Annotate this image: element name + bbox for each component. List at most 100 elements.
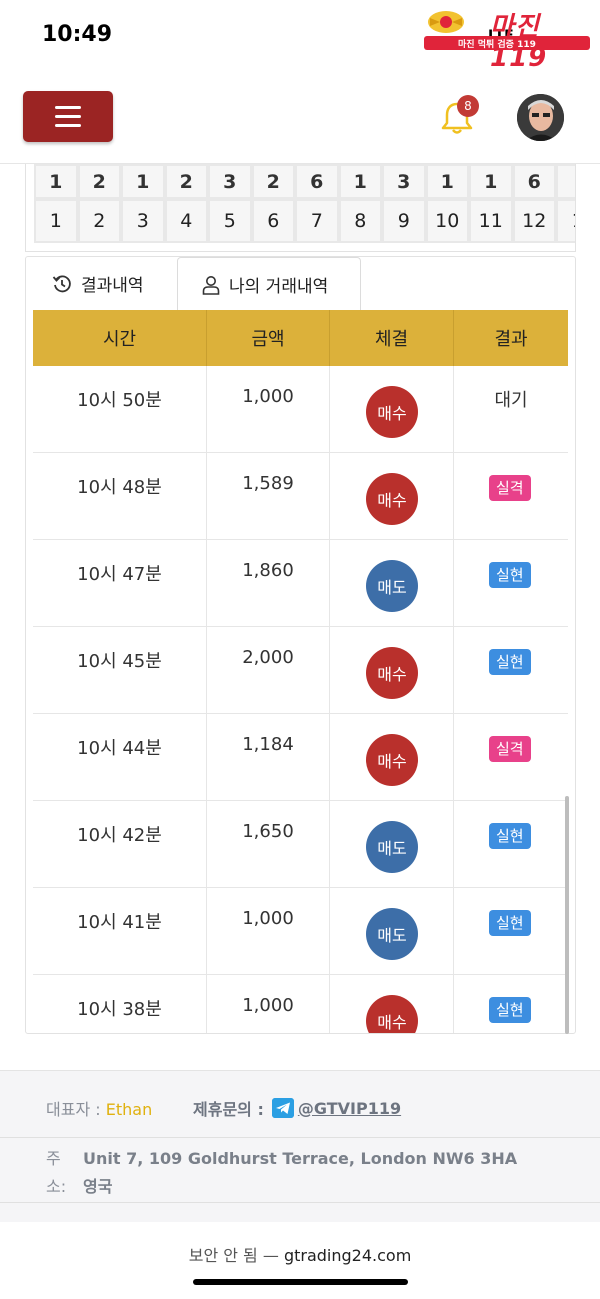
grid-cell: 1 [338, 164, 382, 199]
grid-cell: 3 [208, 164, 252, 199]
hamburger-icon [55, 106, 81, 109]
tab-results[interactable]: 결과내역 [52, 257, 144, 310]
cell-amount: 1,000 [242, 386, 294, 407]
representative: 대표자 : Ethan [46, 1096, 152, 1120]
rep-name: Ethan [105, 1100, 153, 1119]
grid-cell: 4 [164, 199, 208, 243]
header-time: 시간 [33, 310, 207, 366]
table-row: 10시 45분 2,000 매수 실현 [33, 627, 568, 714]
grid-cell: 12 [512, 199, 556, 243]
cell-time: 10시 42분 [77, 825, 162, 846]
result-badge: 실격 [489, 475, 531, 501]
cell-amount: 1,589 [242, 473, 294, 494]
grid-cell: 6 [251, 199, 295, 243]
tab-my-trades-label: 나의 거래내역 [229, 277, 329, 297]
result-text: 대기 [494, 390, 528, 411]
status-bar: 10:49 LTE 마진119 마진 먹튀 검증 119 [0, 0, 600, 73]
result-badge: 실현 [489, 649, 531, 675]
site-header: 8 [0, 70, 600, 164]
user-icon [202, 275, 220, 295]
result-badge: 실현 [489, 562, 531, 588]
grid-cell: 2 [77, 164, 121, 199]
grid-cell: 2 [77, 199, 121, 243]
home-indicator[interactable] [193, 1279, 408, 1285]
status-time: 10:49 [42, 22, 113, 47]
cell-amount: 2,000 [242, 647, 294, 668]
site-footer: 대표자 : Ethan 제휴문의 : @GTVIP119 주소: Unit 7,… [0, 1070, 600, 1230]
header-trade: 체결 [330, 310, 454, 366]
table-row: 10시 47분 1,860 매도 실현 [33, 540, 568, 627]
grid-cell: 6 [295, 164, 339, 199]
trade-badge: 매도 [366, 821, 418, 873]
grid-cell: 6 [512, 164, 556, 199]
address: Unit 7, 109 Goldhurst Terrace, London NW… [83, 1149, 518, 1196]
insecure-label: 보안 안 됨 — [188, 1246, 279, 1265]
result-badge: 실현 [489, 910, 531, 936]
grid-cell: 2 [251, 164, 295, 199]
cell-amount: 1,184 [242, 734, 294, 755]
cell-time: 10시 41분 [77, 912, 162, 933]
grid-cell: 3 [382, 164, 426, 199]
watermark-subtitle: 마진 먹튀 검증 119 [458, 40, 536, 50]
grid-cell: 3 [121, 199, 165, 243]
table-row: 10시 42분 1,650 매도 실현 [33, 801, 568, 888]
result-badge: 실격 [489, 736, 531, 762]
watermark-emblem-icon [428, 11, 464, 33]
tab-results-label: 결과내역 [81, 276, 144, 296]
header-amount: 금액 [207, 310, 330, 366]
grid-cell: 1 [121, 164, 165, 199]
tab-bar: 결과내역 나의 거래내역 [26, 257, 575, 311]
contact-link[interactable]: @GTVIP119 [297, 1098, 402, 1118]
history-panel: 결과내역 나의 거래내역 시간 금액 체결 결과 10시 50분 1,000 매… [25, 256, 576, 1034]
grid-cell: 1 [34, 199, 78, 243]
avatar-image [517, 94, 564, 141]
result-badge: 실현 [489, 997, 531, 1023]
watermark-logo: 마진119 마진 먹튀 검증 119 [424, 6, 590, 73]
result-grid-bottom-row: 1 2 3 4 5 6 7 8 9 10 11 12 1 [34, 199, 575, 243]
grid-cell: 1 [556, 199, 575, 243]
trade-badge: 매도 [366, 908, 418, 960]
table-row: 10시 38분 1,000 매수 실현 [33, 975, 568, 1033]
result-badge: 실현 [489, 823, 531, 849]
table-header: 시간 금액 체결 결과 [33, 310, 568, 366]
grid-cell: 10 [425, 199, 469, 243]
cell-time: 10시 44분 [77, 738, 162, 759]
grid-cell: 8 [338, 199, 382, 243]
trade-badge: 매수 [366, 386, 418, 438]
avatar[interactable] [517, 94, 564, 141]
url-display[interactable]: 보안 안 됨 — gtrading24.com [0, 1242, 600, 1266]
grid-cell [556, 164, 575, 199]
address-label: 주소: [46, 1149, 67, 1196]
grid-cell: 1 [34, 164, 78, 199]
grid-cell: 9 [382, 199, 426, 243]
result-grid: 1 2 1 2 3 2 6 1 3 1 1 6 1 2 3 4 5 6 7 8 … [25, 164, 576, 252]
grid-cell: 5 [208, 199, 252, 243]
contact: 제휴문의 : @GTVIP119 [193, 1096, 401, 1120]
table-row: 10시 44분 1,184 매수 실격 [33, 714, 568, 801]
contact-label: 제휴문의 : [193, 1100, 264, 1119]
table-row: 10시 50분 1,000 매수 대기 [33, 366, 568, 453]
trade-badge: 매수 [366, 473, 418, 525]
grid-cell: 2 [164, 164, 208, 199]
history-icon [52, 275, 71, 292]
result-grid-top-row: 1 2 1 2 3 2 6 1 3 1 1 6 [34, 164, 575, 199]
cell-amount: 1,000 [242, 908, 294, 929]
cell-time: 10시 47분 [77, 564, 162, 585]
notification-badge: 8 [457, 95, 479, 117]
trade-badge: 매수 [366, 995, 418, 1033]
table-row: 10시 41분 1,000 매도 실현 [33, 888, 568, 975]
trade-badge: 매수 [366, 647, 418, 699]
trade-badge: 매도 [366, 560, 418, 612]
grid-cell: 1 [425, 164, 469, 199]
menu-button[interactable] [23, 91, 113, 142]
cell-amount: 1,860 [242, 560, 294, 581]
telegram-icon [271, 1098, 294, 1118]
header-result: 결과 [494, 329, 528, 350]
scrollbar[interactable] [565, 796, 569, 1034]
grid-cell: 11 [469, 199, 513, 243]
browser-url-bar[interactable]: 보안 안 됨 — gtrading24.com [0, 1222, 600, 1299]
cell-amount: 1,650 [242, 821, 294, 842]
tab-my-trades[interactable]: 나의 거래내역 [177, 257, 361, 311]
cell-amount: 1,000 [242, 995, 294, 1016]
url-domain: gtrading24.com [283, 1246, 412, 1265]
